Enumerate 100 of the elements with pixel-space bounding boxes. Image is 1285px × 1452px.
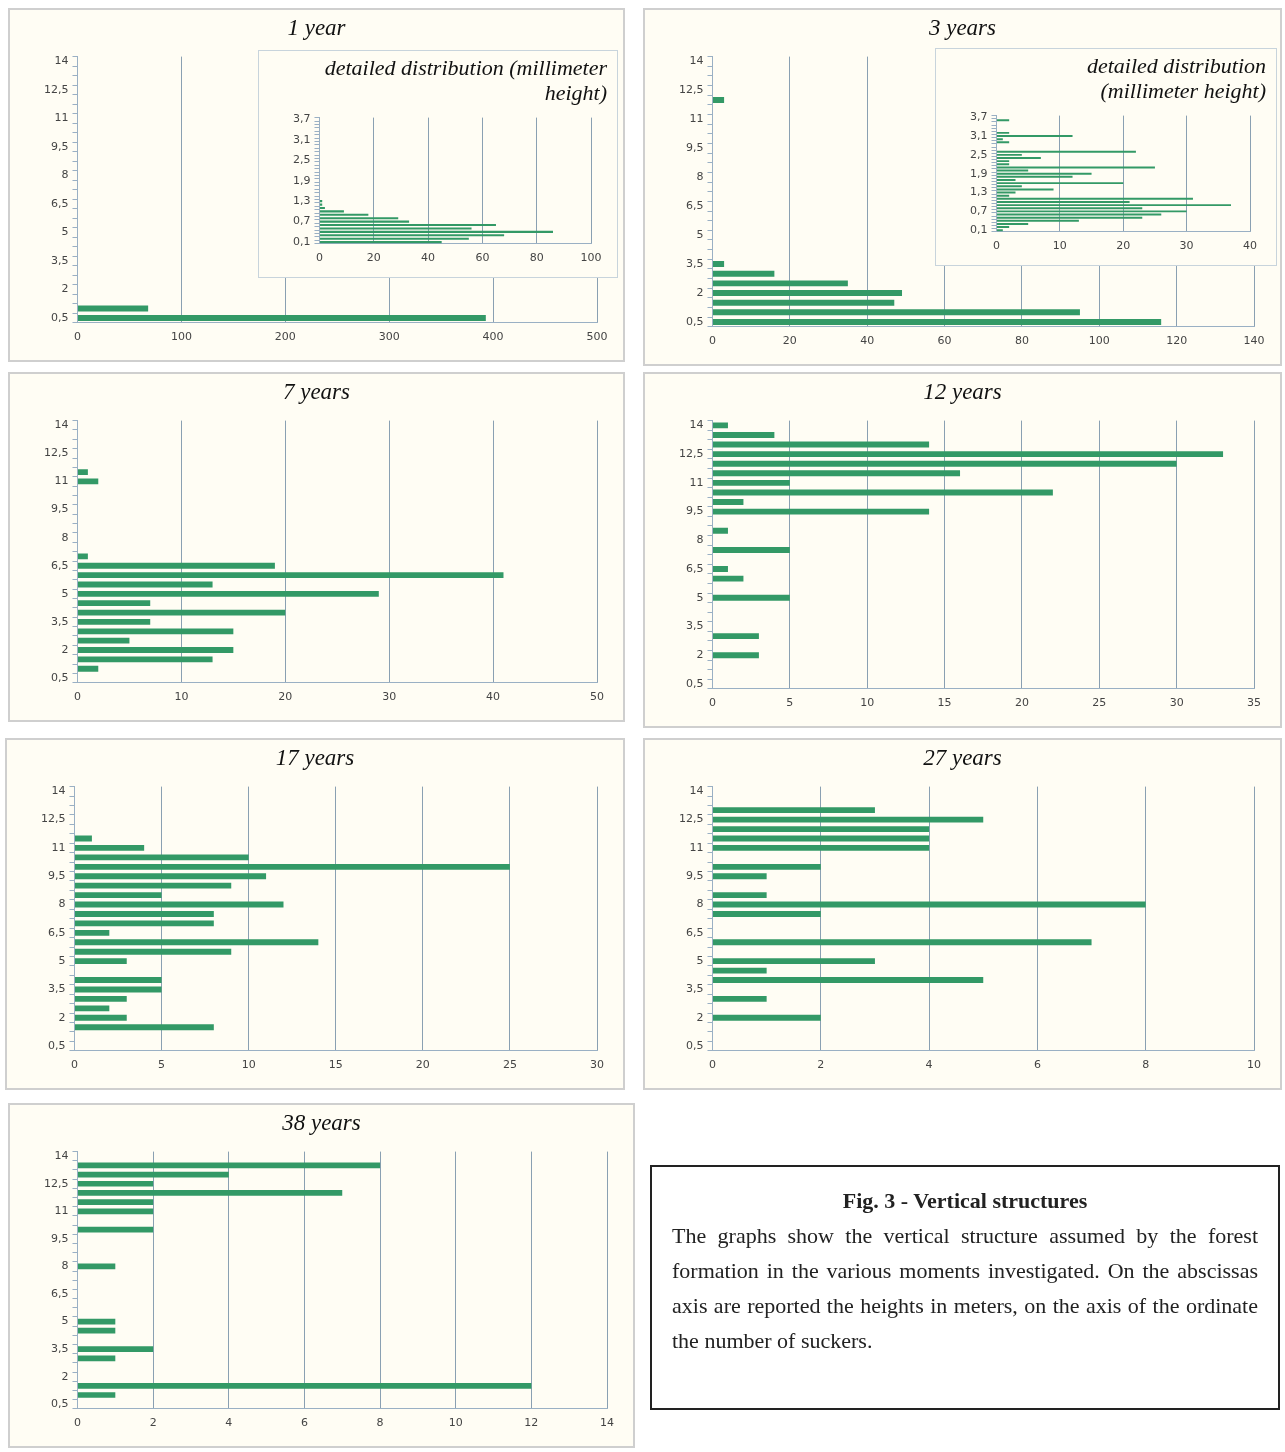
y-tick-label: 12,5 (43, 1176, 69, 1190)
y-tick-label: 0,5 (685, 314, 704, 328)
y-tick-label: 3,5 (50, 614, 69, 628)
bar (77, 1199, 154, 1205)
y-tick-label: 0,5 (47, 1038, 66, 1052)
bar (712, 270, 775, 277)
y-tick-label: 9,5 (47, 869, 66, 883)
y-tick-label: 11 (51, 840, 66, 854)
y-tick-label: 11 (54, 474, 69, 488)
x-tick-label: 20 (782, 334, 797, 348)
y-tick-label: 6,5 (685, 925, 704, 939)
bar (74, 892, 162, 899)
y-tick-label: 11 (689, 840, 704, 854)
y-tick-label: 1,9 (292, 173, 311, 187)
bar (712, 261, 725, 268)
y-tick-label: 3,5 (685, 619, 704, 633)
y-tick-label: 5 (61, 225, 69, 239)
y-tick-label: 11 (54, 111, 69, 125)
x-tick-label: 10 (448, 1416, 463, 1430)
y-tick-label: 3,5 (50, 253, 69, 267)
y-tick-label: 6,5 (50, 196, 69, 210)
y-tick-label: 8 (696, 897, 704, 911)
x-tick-label: 140 (1243, 334, 1265, 348)
x-tick-label: 100 (1088, 334, 1110, 348)
x-tick-label: 5 (786, 696, 794, 710)
y-tick-label: 6,5 (47, 925, 66, 939)
y-tick-label: 11 (689, 475, 704, 489)
x-tick-label: 400 (482, 330, 504, 344)
y-tick-label: 11 (54, 1204, 69, 1218)
bar (77, 572, 504, 579)
y-tick-label: 0,5 (50, 1397, 69, 1411)
bar (712, 290, 903, 297)
x-tick-label: 8 (376, 1416, 384, 1430)
bar (319, 230, 553, 233)
x-tick-label: 0 (73, 690, 81, 704)
bar (74, 920, 214, 927)
bar (712, 995, 767, 1002)
chart-title: 7 years (281, 378, 352, 406)
chart-title: detailed distribution (millimeter height) (323, 54, 608, 107)
bar (74, 911, 214, 917)
y-tick-label: 9,5 (685, 141, 704, 155)
bar (319, 217, 399, 220)
x-tick-label: 30 (1169, 696, 1184, 710)
x-tick-label: 30 (590, 1058, 604, 1072)
y-tick-label: 8 (696, 533, 704, 547)
y-tick-label: 5 (61, 1314, 69, 1328)
x-tick-label: 20 (278, 690, 293, 704)
x-tick-label: 5 (158, 1058, 166, 1072)
bar (74, 882, 232, 889)
x-tick-label: 80 (1014, 334, 1029, 348)
bar (712, 527, 728, 534)
bar (712, 816, 984, 823)
bar (712, 594, 790, 601)
y-tick-label: 0,7 (969, 204, 988, 218)
bar (712, 489, 1053, 496)
y-tick-label: 12,5 (678, 812, 704, 826)
bar (712, 422, 728, 429)
y-tick-label: 5 (696, 227, 704, 241)
x-tick-label: 40 (860, 334, 875, 348)
bar (74, 854, 249, 861)
y-tick-label: 1,9 (969, 166, 988, 180)
bar (712, 441, 930, 448)
bar (77, 553, 88, 560)
x-tick-label: 4 (225, 1416, 233, 1430)
x-tick-label: 20 (1116, 239, 1131, 253)
x-tick-label: 40 (421, 251, 436, 265)
bar (77, 1180, 154, 1187)
x-tick-label: 100 (170, 330, 192, 344)
y-tick-label: 2,5 (969, 147, 988, 161)
x-tick-label: 500 (586, 330, 608, 344)
x-tick-label: 10 (174, 690, 189, 704)
bar (77, 1327, 116, 1334)
bar (74, 1024, 214, 1031)
y-tick-label: 2 (61, 642, 69, 656)
y-tick-label: 9,5 (50, 139, 69, 153)
bar (77, 1346, 154, 1352)
bar (712, 575, 744, 582)
y-tick-label: 8 (58, 897, 66, 911)
bar (77, 656, 213, 663)
x-tick-label: 40 (486, 690, 501, 704)
y-tick-label: 0,7 (292, 214, 311, 228)
bar (77, 619, 151, 625)
y-tick-label: 12,5 (678, 446, 704, 460)
bar (77, 637, 130, 644)
text: The graphs show the vertical structure assumed by the forest formation in the various moments investigated. On the abscissas axis are reported the heights in meters, on the axis of the ordinate the number of suckers. (672, 1222, 1258, 1355)
bar (77, 665, 99, 672)
x-tick-label: 15 (328, 1058, 343, 1072)
x-tick-label: 25 (502, 1058, 517, 1072)
y-tick-label: 2 (696, 648, 704, 662)
chart-title: 38 years (281, 1109, 362, 1137)
bar (74, 977, 162, 983)
y-tick-label: 5 (696, 590, 704, 604)
bar (712, 939, 1092, 946)
x-tick-label: 20 (415, 1058, 430, 1072)
y-tick-label: 14 (51, 784, 66, 798)
bar (74, 995, 127, 1002)
x-tick-label: 40 (1243, 239, 1257, 253)
bar (712, 845, 930, 851)
bar (77, 647, 234, 653)
y-tick-label: 6,5 (685, 199, 704, 213)
